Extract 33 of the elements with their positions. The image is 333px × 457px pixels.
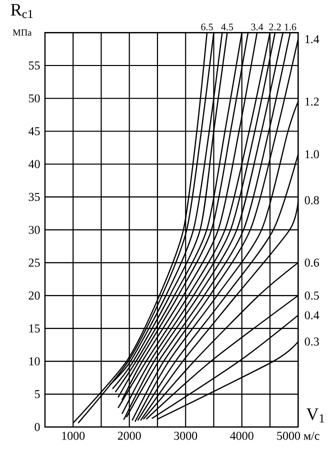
y-tick-label: 35 [28,192,40,201]
series-label: 0.8 [304,196,319,204]
y-tick-label: 25 [28,258,40,267]
y-tick-label: 30 [28,226,40,234]
series-label: 0.6 [304,258,319,267]
y-tick-label: 45 [28,127,40,136]
x-tick-label: 2000 [118,432,141,440]
y-tick-label: 10 [29,357,40,366]
y-tick-label: 55 [28,62,40,70]
y-tick-label: 20 [28,292,40,300]
series-label: 1.0 [305,150,319,158]
series-label: 1.4 [305,35,320,44]
x-tick-label: 1000 [62,432,85,440]
y-tick-label: 40 [28,160,40,168]
series-label: 2.2 [269,24,281,30]
text: МПа [12,30,32,36]
x-tick-label: 4000 [230,432,254,440]
series-label: 4.5 [221,24,234,30]
y-tick-label: 5 [34,390,40,398]
x-tick-label: 5000 м/с [277,432,320,440]
series-label: 1.2 [305,98,319,106]
series-label: 0.5 [304,291,319,300]
series-label: 6.5 [201,24,213,30]
y-tick-label: 50 [28,94,40,102]
y-tick-label: 0 [34,422,40,432]
x-tick-label: 3000 [174,432,198,440]
y-tick-label: 15 [29,324,40,332]
series-label: 0.4 [304,311,320,320]
series-label: 0.3 [304,337,319,346]
x-axis-title: V$_{1}$ [306,408,324,422]
series-label: 1.6 [284,24,296,30]
series-label: 3.4 [251,24,264,30]
y-axis-title: R$_{c1}$ [10,4,33,18]
